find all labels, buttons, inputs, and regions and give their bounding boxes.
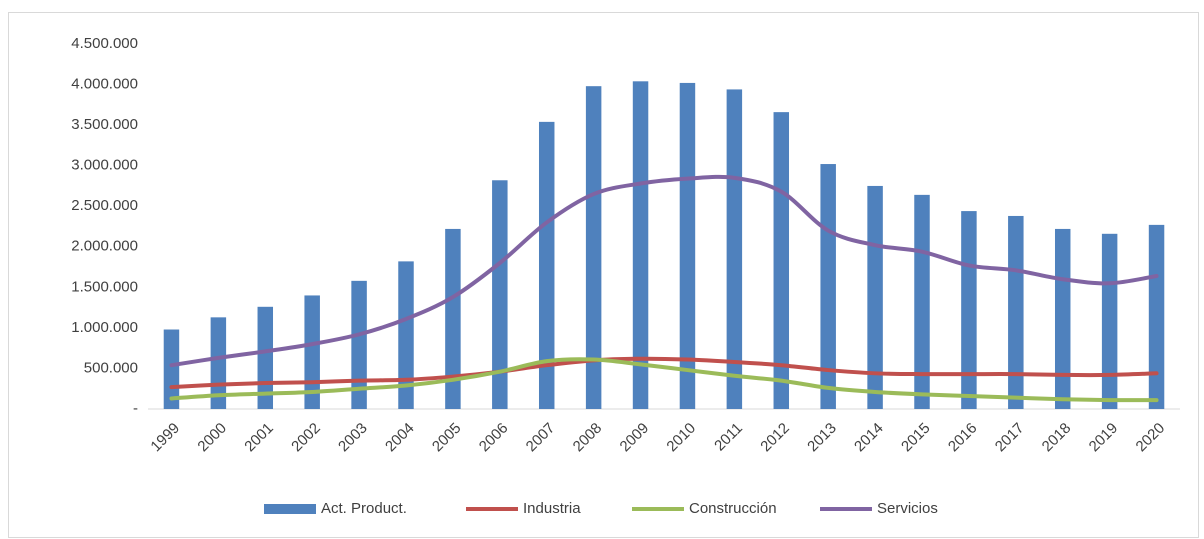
- line-series: [169, 174, 1159, 368]
- legend-label: Industria: [523, 500, 581, 517]
- bar: [163, 329, 180, 409]
- y-tick-label: 2.500.000: [71, 197, 138, 214]
- bar: [351, 280, 367, 409]
- y-tick-label: 4.500.000: [71, 35, 138, 52]
- legend-label: Act. Product.: [321, 500, 407, 517]
- bar: [1101, 233, 1118, 409]
- bar: [398, 261, 414, 409]
- bar: [492, 180, 508, 409]
- legend-label: Construcción: [689, 500, 777, 517]
- bar: [585, 86, 602, 409]
- bar: [1148, 224, 1165, 409]
- bar: [961, 211, 977, 409]
- y-tick-label: 3.500.000: [71, 116, 138, 133]
- y-tick-label: 500.000: [84, 359, 138, 376]
- bar: [726, 89, 743, 409]
- bar: [867, 185, 883, 409]
- bar: [445, 228, 461, 409]
- line-series: [169, 356, 1159, 390]
- bar: [632, 81, 649, 410]
- bar: [820, 164, 836, 409]
- bar: [773, 112, 790, 409]
- bar: [538, 121, 555, 409]
- y-tick-label: -: [133, 400, 138, 417]
- y-tick-label: 3.000.000: [71, 157, 138, 174]
- y-tick-label: 4.000.000: [71, 76, 138, 93]
- bar: [914, 194, 930, 409]
- line-series: [169, 357, 1159, 403]
- bar: [1008, 215, 1024, 409]
- bar: [679, 82, 696, 409]
- bar: [1054, 228, 1071, 409]
- chart-border: [8, 12, 1199, 538]
- legend-swatch: [264, 504, 316, 514]
- legend-label: Servicios: [877, 500, 938, 517]
- y-tick-label: 1.500.000: [71, 278, 138, 295]
- y-tick-label: 2.000.000: [71, 238, 138, 255]
- y-tick-label: 1.000.000: [71, 319, 138, 336]
